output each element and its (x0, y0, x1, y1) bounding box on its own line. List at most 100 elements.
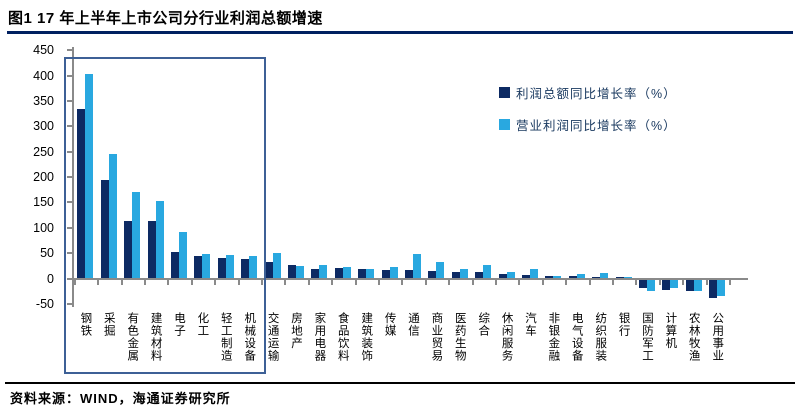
x-axis-tick (658, 279, 661, 285)
x-axis-label: 建筑材料 (149, 312, 162, 362)
x-axis-tick (354, 279, 357, 285)
y-axis-tick-label: 400 (33, 68, 54, 83)
bar (506, 271, 515, 279)
x-axis-tick (401, 279, 404, 285)
legend-item-total-profit: 利润总额同比增长率（%） (499, 83, 677, 102)
y-axis-tick-label: 250 (33, 144, 54, 159)
bar (568, 276, 577, 279)
bar (459, 269, 468, 279)
bar (358, 269, 367, 279)
bar (436, 262, 445, 279)
bar (600, 272, 609, 279)
bar (662, 278, 671, 291)
bar (366, 268, 375, 279)
bar (553, 276, 562, 279)
x-axis-tick (682, 279, 685, 285)
bar (475, 271, 484, 279)
x-axis-tick (120, 279, 123, 285)
bar (108, 154, 117, 279)
bar (522, 275, 530, 279)
x-axis-label: 房地产 (290, 312, 302, 350)
bar (389, 266, 398, 279)
title-underline (7, 31, 793, 34)
bar (685, 278, 694, 292)
bar (85, 73, 94, 279)
bar (639, 278, 647, 289)
x-axis-label: 银行 (617, 312, 630, 337)
legend-item-operating-profit: 营业利润同比增长率（%） (499, 115, 677, 134)
x-axis-label: 机械设备 (243, 312, 256, 362)
y-axis-tick (67, 252, 72, 255)
x-axis-label: 汽车 (524, 312, 536, 337)
x-axis-label: 通信 (407, 312, 419, 337)
x-axis-tick (284, 279, 287, 285)
x-axis-tick (728, 279, 731, 285)
x-axis-tick (237, 279, 240, 285)
bar (132, 191, 141, 279)
bar (693, 278, 702, 291)
y-axis-tick (67, 150, 72, 153)
bar (217, 257, 226, 279)
x-axis-tick (260, 279, 263, 285)
x-axis-tick (143, 279, 146, 285)
bar (296, 266, 304, 279)
source-note: 资料来源：WIND，海通证券研究所 (10, 391, 231, 406)
x-axis-label: 有色金属 (126, 312, 139, 362)
bar (717, 278, 726, 297)
footer-divider (5, 382, 795, 384)
x-axis-tick (97, 279, 100, 285)
bar (451, 272, 460, 279)
x-axis-tick (167, 279, 170, 285)
bar (530, 269, 538, 279)
x-axis-label: 纺织服装 (594, 312, 607, 362)
x-axis-label: 家用电器 (313, 312, 326, 362)
bar (670, 278, 679, 288)
bar (311, 269, 320, 279)
bar (319, 264, 328, 279)
y-axis-tick (67, 226, 72, 229)
legend-swatch-light (499, 119, 510, 130)
bar (77, 108, 86, 279)
x-axis-tick (541, 279, 544, 285)
bar (709, 278, 718, 298)
bar (334, 268, 343, 279)
y-axis-tick (67, 100, 72, 103)
bar (202, 254, 211, 279)
x-axis-tick (424, 279, 427, 285)
x-axis-label: 医药生物 (453, 312, 466, 362)
bar (498, 274, 507, 279)
y-axis-tick-label: -50 (35, 296, 54, 311)
y-axis-tick (67, 302, 72, 305)
x-axis-line (72, 277, 748, 280)
x-axis-tick (73, 279, 76, 285)
highlight-box (63, 57, 267, 374)
bar (428, 270, 437, 279)
bar (155, 200, 164, 279)
x-axis-tick (518, 279, 521, 285)
x-axis-label: 建筑装饰 (360, 312, 373, 362)
figure-title: 图1 17 年上半年上市公司分行业利润总额增速 (8, 10, 323, 27)
bar (381, 270, 390, 279)
x-axis-tick (565, 279, 568, 285)
y-axis-tick (67, 201, 72, 204)
bar (545, 275, 554, 279)
x-axis-label: 轻工制造 (219, 312, 232, 362)
x-axis-label: 非银金融 (547, 312, 560, 362)
x-axis-tick (611, 279, 614, 285)
legend-label: 营业利润同比增长率（%） (516, 119, 677, 133)
y-axis-tick-label: 100 (33, 220, 54, 235)
x-axis-tick (471, 279, 474, 285)
bar (342, 266, 351, 279)
bar (194, 255, 203, 279)
bar (179, 231, 187, 279)
legend-swatch-dark (499, 87, 510, 98)
bar (264, 262, 273, 279)
x-axis-tick (377, 279, 380, 285)
y-axis-tick (67, 49, 72, 52)
x-axis-label: 农林牧渔 (687, 312, 700, 362)
x-axis-label: 采掘 (102, 312, 115, 337)
x-axis-label: 钢铁 (79, 312, 92, 337)
x-axis-tick (331, 279, 334, 285)
x-axis-label: 交通运输 (266, 312, 279, 362)
y-axis-tick (67, 176, 72, 179)
